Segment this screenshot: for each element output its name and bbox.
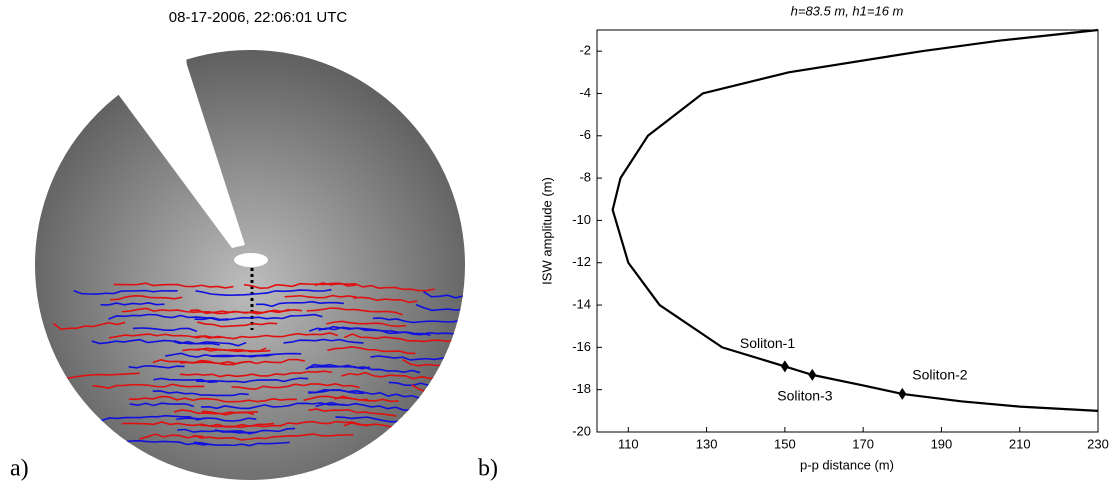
streak: [176, 417, 257, 422]
streak: [194, 347, 267, 353]
y-tick-label: -4: [579, 85, 591, 100]
streak: [152, 358, 305, 366]
x-tick-label: 190: [931, 436, 953, 451]
y-tick-label: -8: [579, 170, 591, 185]
x-tick-label: 150: [774, 436, 796, 451]
streak: [353, 296, 418, 304]
y-tick-label: -6: [579, 127, 591, 142]
y-tick-label: -16: [572, 339, 591, 354]
plot-frame: [596, 29, 1099, 433]
soliton-marker: [808, 368, 817, 381]
curve: [611, 28, 1099, 412]
streak: [128, 395, 297, 403]
streak: [341, 371, 446, 381]
streak: [132, 327, 198, 333]
streak: [152, 390, 249, 397]
x-tick-label: 110: [618, 436, 639, 451]
streak: [231, 382, 360, 391]
streak: [214, 427, 296, 434]
streak: [372, 317, 465, 324]
streak: [201, 410, 258, 416]
streak: [318, 326, 431, 337]
radar-image: [35, 0, 465, 480]
streak: [334, 395, 399, 403]
streak: [411, 428, 465, 442]
streak: [129, 402, 194, 408]
panel-a-label: a): [10, 456, 29, 482]
streak: [402, 443, 465, 454]
y-tick-label: -14: [572, 296, 591, 311]
y-tick-label: -2: [579, 43, 591, 58]
streak: [415, 303, 465, 312]
streak: [423, 291, 465, 299]
panel-b-label: b): [478, 456, 498, 482]
x-axis-label: p-p distance (m): [800, 457, 894, 472]
streak: [110, 295, 183, 301]
streak: [404, 436, 465, 444]
y-tick-label: -18: [572, 381, 591, 396]
streak: [327, 346, 416, 355]
x-tick-label: 230: [1087, 436, 1109, 451]
streak: [52, 321, 126, 331]
soliton-label: Soliton-3: [777, 388, 832, 404]
streak: [402, 358, 465, 368]
panel-b-title: h=83.5 m, h1=16 m: [791, 3, 904, 18]
streak: [314, 282, 436, 292]
streak: [193, 441, 290, 447]
x-tick-label: 210: [1009, 436, 1031, 451]
streak: [189, 309, 303, 315]
soliton-label: Soliton-2: [912, 367, 967, 383]
streak: [196, 321, 278, 328]
streak: [113, 282, 234, 289]
streak: [100, 302, 165, 306]
soliton-marker: [898, 387, 907, 400]
streak: [283, 338, 364, 344]
y-tick-label: -12: [572, 254, 591, 269]
radar-gap: [100, 0, 245, 248]
x-tick-label: 170: [852, 436, 874, 451]
streak: [307, 364, 421, 374]
streak: [306, 307, 404, 316]
streak: [173, 339, 247, 347]
streak: [193, 433, 354, 441]
streak: [255, 300, 344, 308]
streak: [343, 422, 400, 428]
y-axis-label: ISW amplitude (m): [539, 177, 554, 285]
streak: [200, 402, 345, 410]
streak: [92, 383, 205, 390]
streak: [128, 365, 185, 369]
streak: [193, 332, 338, 340]
soliton-marker: [780, 360, 789, 373]
x-tick-label: 130: [696, 436, 718, 451]
streak: [180, 360, 253, 365]
streak: [326, 320, 407, 328]
streak: [284, 294, 357, 299]
streak: [200, 420, 369, 429]
streak: [210, 353, 276, 358]
streak: [194, 313, 323, 321]
streak: [196, 377, 309, 384]
panel-a-title: 08-17-2006, 22:06:01 UTC: [169, 9, 348, 26]
streak: [308, 408, 397, 417]
streak: [139, 433, 204, 440]
streak: [73, 289, 178, 295]
streak: [179, 370, 333, 378]
streak: [308, 325, 462, 336]
y-tick-label: -10: [572, 212, 591, 227]
soliton-label: Soliton-1: [740, 335, 795, 351]
radar-center: [234, 253, 268, 267]
streak: [195, 288, 332, 296]
y-tick-label: -20: [572, 423, 591, 438]
